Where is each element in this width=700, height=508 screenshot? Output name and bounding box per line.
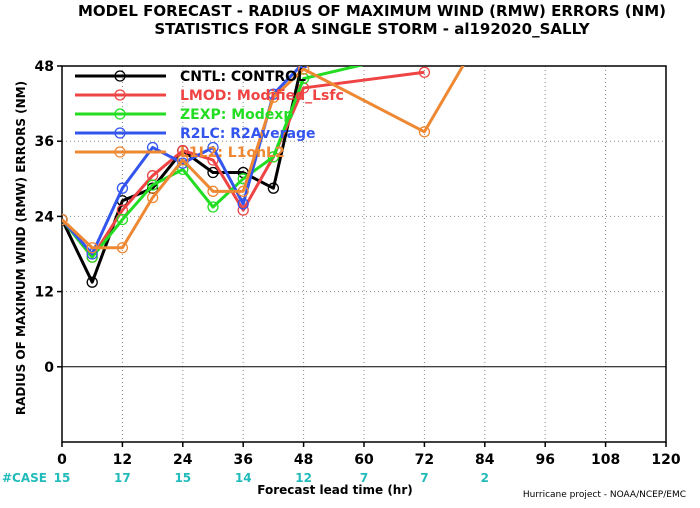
x-tick-label: 108: [591, 452, 620, 468]
data-point: [177, 154, 189, 166]
x-tick-label: 96: [535, 452, 554, 468]
data-point: [207, 141, 219, 154]
data-point: [418, 66, 431, 78]
legend-label: R2LC: R2Average: [180, 126, 316, 142]
data-point: [62, 213, 68, 226]
data-point: [86, 276, 98, 288]
series-line: [62, 66, 364, 259]
legend-entry: ZEXP: Modexp: [75, 107, 293, 123]
legend-marker: [114, 89, 126, 101]
data-point: [267, 182, 280, 194]
data-point: [207, 185, 219, 197]
data-point: [419, 45, 429, 55]
case-counts: #CASE 15 17 15 14 12 7 7 2: [2, 471, 489, 485]
data-point: [116, 242, 129, 254]
y-tick-label: 12: [35, 285, 54, 301]
data-point: [146, 179, 159, 191]
chart-title: MODEL FORECAST - RADIUS OF MAXIMUM WIND …: [78, 2, 666, 20]
legend-entry: L1L2: L1onL2: [75, 145, 285, 161]
data-point: [116, 213, 129, 226]
data-point: [207, 154, 219, 166]
series-4: [62, 66, 465, 254]
legend-label: L1L2: L1onL2: [180, 145, 285, 161]
credit-text: Hurricane project - NOAA/NCEP/EMC: [523, 490, 686, 500]
series-lines: [62, 39, 465, 288]
case-label: #CASE: [2, 471, 47, 485]
data-point: [418, 126, 431, 138]
y-tick-label: 36: [35, 134, 54, 150]
x-axis-title: Forecast lead time (hr): [257, 483, 413, 497]
x-tick-label: 0: [57, 452, 67, 468]
chart-subtitle: STATISTICS FOR A SINGLE STORM - al192020…: [154, 20, 590, 38]
x-tick-label: 72: [415, 452, 434, 468]
data-point: [116, 182, 129, 194]
legend-label: LMOD: Modified_Lsfc: [180, 88, 344, 104]
x-tick-label: 60: [354, 452, 374, 468]
y-tick-label: 0: [44, 360, 54, 376]
x-tick-label: 120: [651, 452, 680, 468]
x-tick-label: 84: [475, 452, 495, 468]
data-point: [297, 66, 310, 75]
legend-label: ZEXP: Modexp: [180, 107, 293, 123]
x-tick-label: 48: [294, 452, 313, 468]
data-point: [237, 185, 249, 197]
data-point: [146, 191, 159, 204]
case-count: 17: [114, 471, 131, 485]
x-tick-label: 12: [113, 452, 132, 468]
data-point: [237, 198, 249, 210]
tick-labels: 0 12 24 36 48 60 72 84 96 108 120 0 12 24 36 48: [35, 59, 681, 468]
data-point: [267, 151, 280, 163]
data-point: [86, 242, 98, 254]
legend-marker: [114, 127, 126, 139]
grid-lines: [62, 66, 666, 442]
series-line: [62, 66, 303, 256]
x-tick-label: 24: [173, 452, 193, 468]
y-tick-label: 24: [35, 209, 55, 225]
legend-entry: LMOD: Modified_Lsfc: [75, 88, 344, 104]
case-count: 12: [295, 471, 312, 485]
x-tick-label: 36: [233, 452, 252, 468]
data-point: [267, 91, 280, 103]
legend-marker: [114, 70, 126, 82]
case-count: 7: [360, 471, 368, 485]
legend-marker: [114, 146, 126, 158]
y-tick-label: 48: [35, 59, 54, 75]
legend-marker: [114, 108, 126, 120]
case-count: 14: [235, 471, 252, 485]
data-point: [207, 201, 219, 213]
case-count: 7: [420, 471, 428, 485]
case-count: 15: [54, 471, 71, 485]
case-count: 2: [481, 471, 489, 485]
series-line: [62, 66, 465, 250]
legend: CNTL: CONTROL LMOD: Modified_Lsfc ZEXP: Mo…: [75, 69, 344, 161]
legend-entry: R2LC: R2Average: [75, 126, 316, 142]
y-axis-title: RADIUS OF MAXIMUM WIND (RMW) ERRORS (NM): [14, 81, 28, 415]
legend-label: CNTL: CONTROL: [180, 69, 306, 85]
data-point: [299, 52, 309, 62]
case-count: 15: [174, 471, 191, 485]
data-point: [207, 166, 219, 179]
legend-entry: CNTL: CONTROL: [75, 69, 306, 85]
data-point: [419, 39, 429, 49]
